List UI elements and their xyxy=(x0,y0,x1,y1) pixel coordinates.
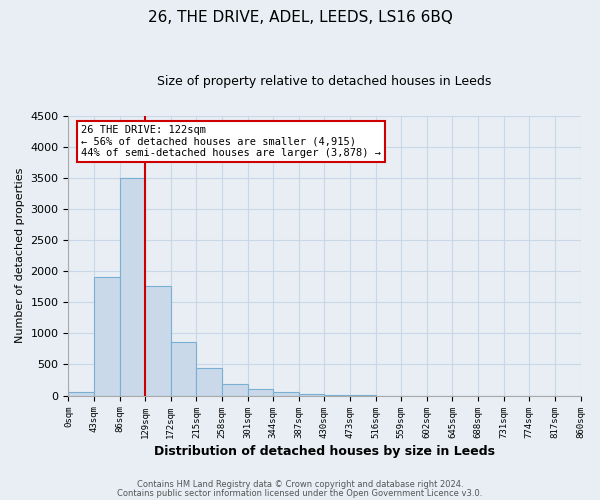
Text: 26 THE DRIVE: 122sqm
← 56% of detached houses are smaller (4,915)
44% of semi-de: 26 THE DRIVE: 122sqm ← 56% of detached h… xyxy=(81,125,381,158)
Bar xyxy=(94,278,119,396)
Title: Size of property relative to detached houses in Leeds: Size of property relative to detached ho… xyxy=(157,75,491,88)
Text: 26, THE DRIVE, ADEL, LEEDS, LS16 6BQ: 26, THE DRIVE, ADEL, LEEDS, LS16 6BQ xyxy=(148,10,452,25)
Bar xyxy=(196,368,222,396)
Y-axis label: Number of detached properties: Number of detached properties xyxy=(15,168,25,344)
X-axis label: Distribution of detached houses by size in Leeds: Distribution of detached houses by size … xyxy=(154,444,495,458)
Bar xyxy=(222,384,248,396)
Bar xyxy=(119,178,145,396)
Text: Contains public sector information licensed under the Open Government Licence v3: Contains public sector information licen… xyxy=(118,489,482,498)
Bar xyxy=(68,392,94,396)
Text: Contains HM Land Registry data © Crown copyright and database right 2024.: Contains HM Land Registry data © Crown c… xyxy=(137,480,463,489)
Bar xyxy=(325,394,350,396)
Bar xyxy=(145,286,171,396)
Bar xyxy=(171,342,196,396)
Bar xyxy=(248,390,273,396)
Bar xyxy=(273,392,299,396)
Bar xyxy=(299,394,325,396)
